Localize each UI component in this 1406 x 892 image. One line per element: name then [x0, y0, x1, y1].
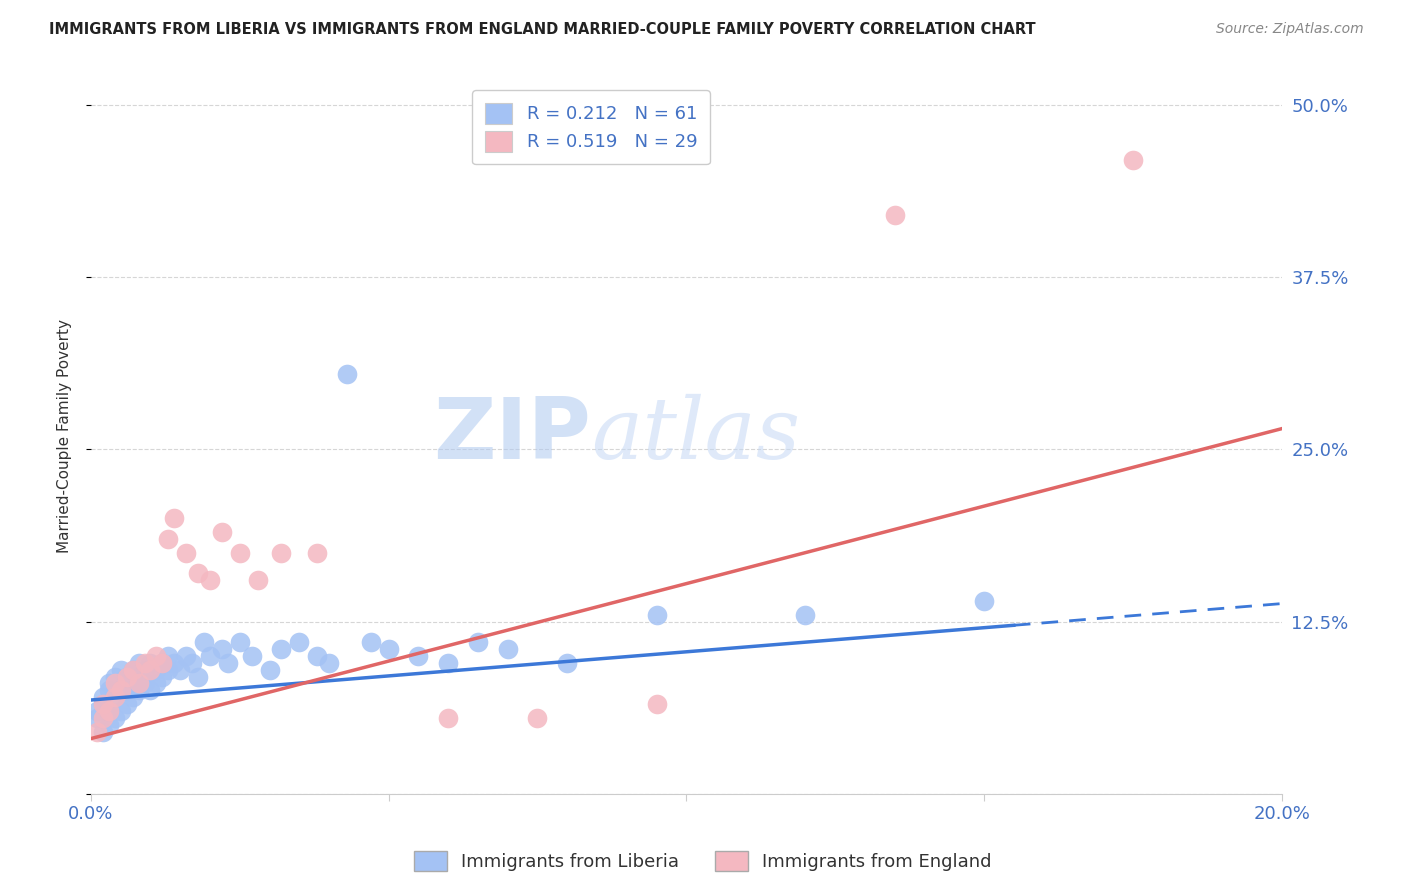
Point — [174, 648, 197, 663]
Point — [110, 683, 132, 698]
Point — [104, 711, 127, 725]
Point — [97, 683, 120, 698]
Point — [157, 648, 180, 663]
Point — [110, 663, 132, 677]
Point — [181, 656, 204, 670]
Point — [437, 656, 460, 670]
Point — [163, 656, 186, 670]
Point — [97, 718, 120, 732]
Text: Source: ZipAtlas.com: Source: ZipAtlas.com — [1216, 22, 1364, 37]
Point — [246, 573, 269, 587]
Point — [91, 697, 114, 711]
Point — [288, 635, 311, 649]
Point — [115, 670, 138, 684]
Point — [973, 594, 995, 608]
Point — [307, 648, 329, 663]
Point — [86, 711, 108, 725]
Point — [217, 656, 239, 670]
Point — [360, 635, 382, 649]
Point — [128, 683, 150, 698]
Point — [145, 663, 167, 677]
Point — [104, 670, 127, 684]
Point — [645, 607, 668, 622]
Point — [883, 208, 905, 222]
Text: ZIP: ZIP — [433, 394, 591, 477]
Point — [169, 663, 191, 677]
Point — [150, 670, 173, 684]
Point — [139, 683, 162, 698]
Point — [526, 711, 548, 725]
Point — [121, 663, 143, 677]
Legend: R = 0.212   N = 61, R = 0.519   N = 29: R = 0.212 N = 61, R = 0.519 N = 29 — [472, 90, 710, 164]
Point — [198, 648, 221, 663]
Point — [437, 711, 460, 725]
Point — [270, 546, 292, 560]
Point — [229, 635, 252, 649]
Point — [150, 656, 173, 670]
Point — [318, 656, 340, 670]
Point — [555, 656, 578, 670]
Point — [97, 676, 120, 690]
Point — [1122, 153, 1144, 167]
Point — [794, 607, 817, 622]
Point — [145, 676, 167, 690]
Point — [211, 642, 233, 657]
Point — [104, 676, 127, 690]
Point — [270, 642, 292, 657]
Point — [645, 697, 668, 711]
Point — [134, 676, 156, 690]
Point — [128, 676, 150, 690]
Text: atlas: atlas — [591, 394, 800, 477]
Point — [467, 635, 489, 649]
Point — [110, 704, 132, 718]
Y-axis label: Married-Couple Family Poverty: Married-Couple Family Poverty — [58, 318, 72, 552]
Point — [91, 724, 114, 739]
Point — [91, 711, 114, 725]
Point — [139, 656, 162, 670]
Point — [163, 511, 186, 525]
Point — [115, 683, 138, 698]
Point — [91, 690, 114, 705]
Point — [187, 566, 209, 581]
Point — [187, 670, 209, 684]
Point — [121, 690, 143, 705]
Point — [150, 656, 173, 670]
Point — [496, 642, 519, 657]
Point — [86, 704, 108, 718]
Point — [193, 635, 215, 649]
Point — [91, 697, 114, 711]
Point — [104, 690, 127, 705]
Point — [240, 648, 263, 663]
Point — [128, 656, 150, 670]
Point — [198, 573, 221, 587]
Point — [229, 546, 252, 560]
Point — [128, 670, 150, 684]
Point — [139, 663, 162, 677]
Point — [157, 663, 180, 677]
Point — [408, 648, 430, 663]
Text: IMMIGRANTS FROM LIBERIA VS IMMIGRANTS FROM ENGLAND MARRIED-COUPLE FAMILY POVERTY: IMMIGRANTS FROM LIBERIA VS IMMIGRANTS FR… — [49, 22, 1036, 37]
Point — [134, 656, 156, 670]
Point — [115, 697, 138, 711]
Point — [86, 724, 108, 739]
Point — [115, 670, 138, 684]
Legend: Immigrants from Liberia, Immigrants from England: Immigrants from Liberia, Immigrants from… — [406, 844, 1000, 879]
Point — [110, 683, 132, 698]
Point — [121, 676, 143, 690]
Point — [377, 642, 399, 657]
Point — [121, 663, 143, 677]
Point — [174, 546, 197, 560]
Point — [307, 546, 329, 560]
Point — [145, 648, 167, 663]
Point — [157, 532, 180, 546]
Point — [336, 367, 359, 381]
Point — [211, 524, 233, 539]
Point — [134, 663, 156, 677]
Point — [97, 704, 120, 718]
Point — [104, 690, 127, 705]
Point — [259, 663, 281, 677]
Point — [97, 704, 120, 718]
